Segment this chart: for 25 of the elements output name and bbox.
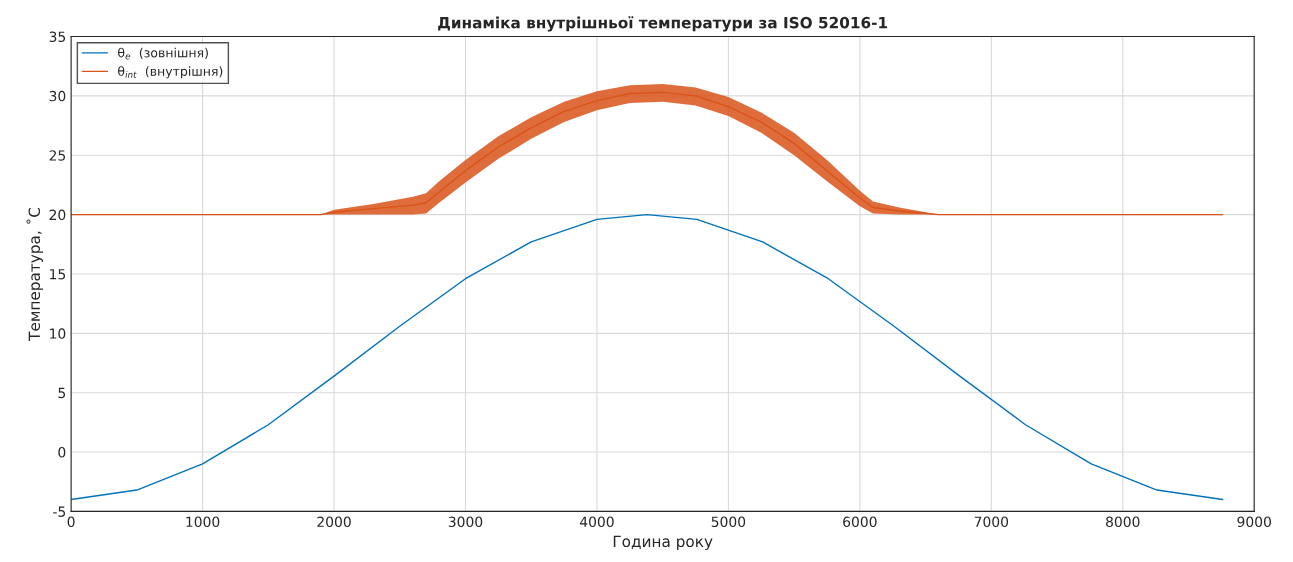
line-series <box>71 213 1224 501</box>
y-tick-label: 15 <box>50 269 66 280</box>
y-tick-label: 30 <box>49 90 66 102</box>
y-tick-label: 20 <box>49 209 66 221</box>
x-tick-label: 6000 <box>843 516 877 528</box>
legend-label: θ$_{int}$ (внутрішня) <box>118 66 223 79</box>
y-tick-label: 25 <box>49 150 66 161</box>
x-axis-title: Година року <box>613 535 713 551</box>
x-tick-label: 3000 <box>448 516 483 528</box>
y-axis-title: Температура, ˚C <box>26 207 44 341</box>
y-tick-label: 5 <box>58 387 66 399</box>
x-tick-label: 7000 <box>974 516 1009 528</box>
y-tick-label: 10 <box>50 328 66 339</box>
x-tick-label: 4000 <box>579 516 614 528</box>
x-tick-label: 2000 <box>317 516 351 528</box>
x-tick-label: 8000 <box>1106 516 1140 528</box>
y-tick-label: 35 <box>49 31 66 42</box>
y-tick-label: 0 <box>58 447 66 458</box>
x-tick-label: 9000 <box>1237 516 1271 528</box>
chart-title: Динаміка внутрішньої температури за ISO 52016-1 <box>438 16 888 32</box>
legend-label: θ$_{e}$ (зовнішня) <box>118 47 208 60</box>
x-tick-label: 5000 <box>711 516 746 528</box>
y-tick-label: -5 <box>53 506 66 517</box>
x-tick-label: 1000 <box>186 516 220 528</box>
x-tick-label: 0 <box>67 516 75 528</box>
